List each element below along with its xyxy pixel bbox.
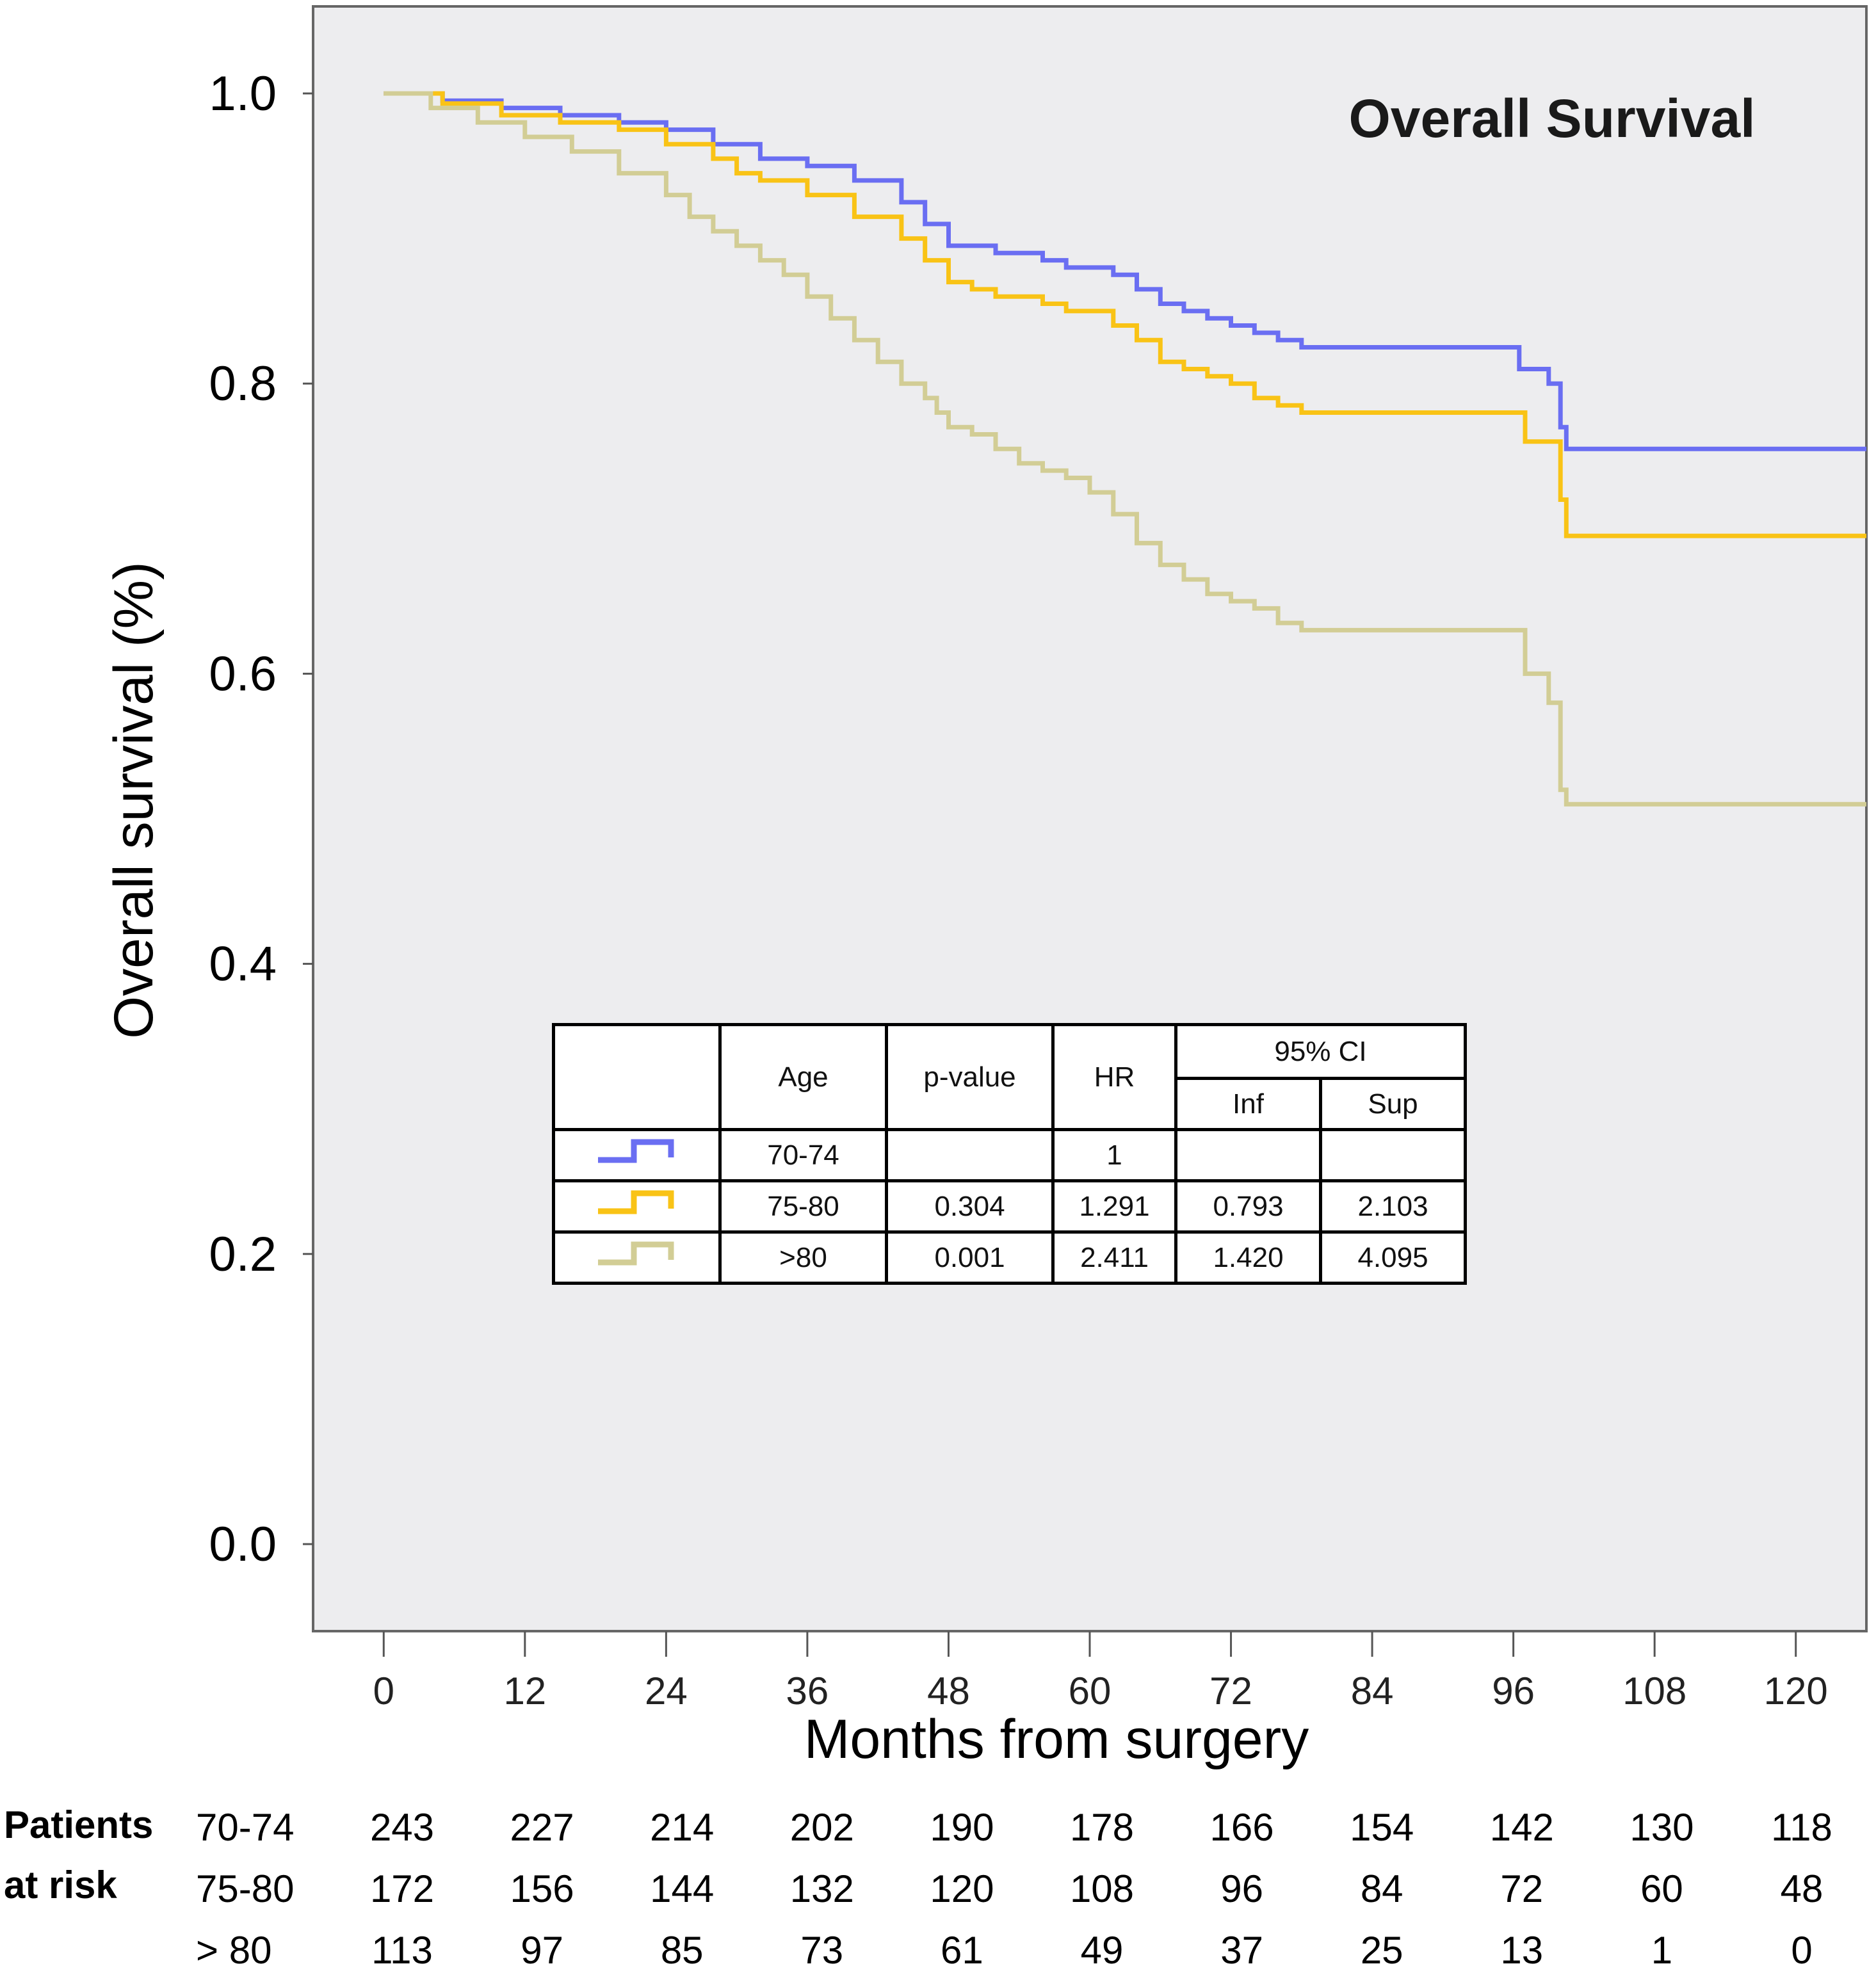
y-tick-label: 0.4 [209, 937, 277, 992]
risk-table-value: 13 [1500, 1929, 1544, 1972]
risk-table-value: 154 [1350, 1806, 1414, 1849]
row-age: >80 [718, 1230, 888, 1285]
survival-curve-over-80 [384, 91, 1866, 807]
x-tick-label: 84 [1351, 1670, 1394, 1712]
x-tick-label: 48 [927, 1670, 970, 1712]
risk-table-value: 61 [941, 1929, 983, 1972]
risk-table-value: 84 [1360, 1867, 1403, 1910]
risk-table-value: 97 [521, 1929, 563, 1972]
header-ci-sup: Sup [1318, 1077, 1468, 1131]
legend-swatch-75-80 [552, 1179, 722, 1234]
header-p-value: p-value [885, 1023, 1055, 1131]
hazard-ratio-table: Age p-value HR 95% CI Inf Sup 70-74 1 75… [552, 1023, 1468, 1285]
legend-header-blank [552, 1023, 722, 1131]
risk-table-value: 190 [930, 1806, 994, 1849]
legend-swatch-over-80 [552, 1230, 722, 1285]
risk-table-value: 172 [369, 1867, 435, 1910]
row-ci-inf: 1.420 [1174, 1230, 1322, 1285]
row-age: 75-80 [718, 1179, 888, 1234]
x-tick-label: 72 [1209, 1670, 1252, 1712]
risk-table-value: 130 [1629, 1806, 1694, 1849]
risk-table-value: 214 [650, 1806, 715, 1849]
risk-table-value: 108 [1069, 1867, 1135, 1910]
risk-table-value: 202 [789, 1806, 854, 1849]
risk-table-value: 72 [1500, 1867, 1544, 1910]
risk-table-value: 142 [1489, 1806, 1554, 1849]
x-tick-label: 96 [1492, 1670, 1535, 1712]
row-ci-inf: 0.793 [1174, 1179, 1322, 1234]
risk-table-value: 0 [1791, 1929, 1813, 1972]
y-tick-label: 0.0 [209, 1517, 277, 1572]
risk-table-value: 243 [369, 1806, 435, 1849]
risk-table-label: at risk [4, 1864, 117, 1906]
row-p-value: 0.001 [885, 1230, 1055, 1285]
risk-table-value: 49 [1080, 1929, 1124, 1972]
x-tick-label: 108 [1622, 1670, 1686, 1712]
risk-table-value: 132 [789, 1867, 854, 1910]
row-p-value [885, 1128, 1055, 1182]
row-ci-sup: 4.095 [1318, 1230, 1468, 1285]
risk-table-value: 60 [1640, 1867, 1683, 1910]
risk-table-value: 113 [371, 1929, 433, 1972]
x-axis: 0 12 24 36 48 60 72 84 96 108 120 [373, 1631, 1828, 1712]
survival-curve-70-74 [384, 91, 1866, 451]
risk-table-value: 37 [1220, 1929, 1263, 1972]
row-hr: 1.291 [1051, 1179, 1177, 1234]
risk-table-value: 73 [800, 1929, 844, 1972]
risk-table-value: 120 [930, 1867, 994, 1910]
x-tick-label: 0 [373, 1670, 394, 1712]
risk-table-label: Patients [4, 1803, 154, 1846]
risk-table-value: 1 [1651, 1929, 1673, 1972]
risk-table-value: 25 [1360, 1929, 1403, 1972]
x-tick-label: 60 [1069, 1670, 1112, 1712]
risk-table-value: 48 [1780, 1867, 1823, 1910]
risk-group-label: 75-80 [196, 1867, 295, 1910]
risk-table-value: 85 [660, 1929, 704, 1972]
plot-area [312, 5, 1868, 1632]
y-axis-label: Overall survival (%) [103, 561, 165, 1038]
x-tick-label: 36 [786, 1670, 829, 1712]
header-age: Age [718, 1023, 888, 1131]
survival-curve-75-80 [384, 91, 1866, 538]
row-ci-sup: 2.103 [1318, 1179, 1468, 1234]
y-tick-label: 0.8 [209, 357, 277, 411]
x-tick-label: 120 [1764, 1670, 1828, 1712]
header-hr: HR [1051, 1023, 1177, 1131]
row-ci-inf [1174, 1128, 1322, 1182]
legend-swatch-70-74 [552, 1128, 722, 1182]
header-ci-inf: Inf [1174, 1077, 1322, 1131]
row-age: 70-74 [718, 1128, 888, 1182]
y-tick-label: 1.0 [209, 67, 277, 121]
x-axis-label: Months from surgery [804, 1709, 1309, 1770]
row-ci-sup [1318, 1128, 1468, 1182]
risk-table-value: 96 [1220, 1867, 1263, 1910]
row-hr: 1 [1051, 1128, 1177, 1182]
risk-table-value: 144 [650, 1867, 715, 1910]
risk-group-label: 70-74 [196, 1806, 295, 1849]
row-p-value: 0.304 [885, 1179, 1055, 1234]
y-tick-label: 0.2 [209, 1227, 277, 1282]
chart-title: Overall Survival [1348, 88, 1755, 149]
y-tick-label: 0.6 [209, 647, 277, 701]
y-axis: 0.0 0.2 0.4 0.6 0.8 1.0 [209, 67, 313, 1572]
risk-group-label: > 80 [196, 1929, 272, 1972]
risk-table-value: 118 [1771, 1806, 1832, 1849]
survival-curves [384, 91, 1866, 807]
risk-table-value: 166 [1209, 1806, 1274, 1849]
x-tick-label: 12 [503, 1670, 546, 1712]
row-hr: 2.411 [1051, 1230, 1177, 1285]
risk-table-value: 156 [510, 1867, 574, 1910]
risk-table-value: 178 [1069, 1806, 1135, 1849]
x-tick-label: 24 [645, 1670, 688, 1712]
header-ci: 95% CI [1174, 1023, 1468, 1080]
risk-table-value: 227 [510, 1806, 574, 1849]
